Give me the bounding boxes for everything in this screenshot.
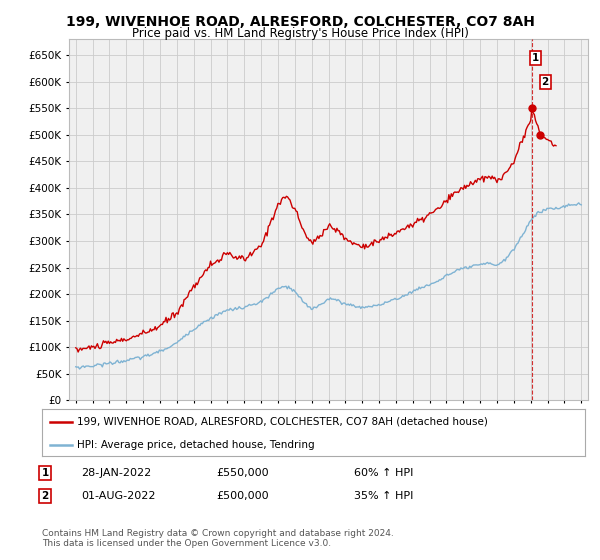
Text: £550,000: £550,000 xyxy=(216,468,269,478)
Text: Price paid vs. HM Land Registry's House Price Index (HPI): Price paid vs. HM Land Registry's House … xyxy=(131,27,469,40)
Text: 01-AUG-2022: 01-AUG-2022 xyxy=(81,491,155,501)
Text: £500,000: £500,000 xyxy=(216,491,269,501)
Text: 1: 1 xyxy=(41,468,49,478)
Text: Contains HM Land Registry data © Crown copyright and database right 2024.
This d: Contains HM Land Registry data © Crown c… xyxy=(42,529,394,548)
Text: 199, WIVENHOE ROAD, ALRESFORD, COLCHESTER, CO7 8AH: 199, WIVENHOE ROAD, ALRESFORD, COLCHESTE… xyxy=(65,15,535,29)
Text: 2: 2 xyxy=(541,77,548,87)
Text: 35% ↑ HPI: 35% ↑ HPI xyxy=(354,491,413,501)
Text: HPI: Average price, detached house, Tendring: HPI: Average price, detached house, Tend… xyxy=(77,440,315,450)
Text: 60% ↑ HPI: 60% ↑ HPI xyxy=(354,468,413,478)
Text: 1: 1 xyxy=(532,53,539,63)
Text: 199, WIVENHOE ROAD, ALRESFORD, COLCHESTER, CO7 8AH (detached house): 199, WIVENHOE ROAD, ALRESFORD, COLCHESTE… xyxy=(77,417,488,427)
Text: 28-JAN-2022: 28-JAN-2022 xyxy=(81,468,151,478)
Text: 2: 2 xyxy=(41,491,49,501)
